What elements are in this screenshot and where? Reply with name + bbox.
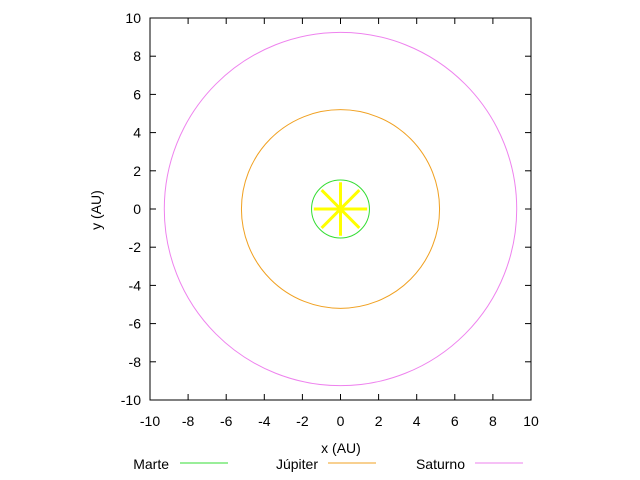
x-tick-label-4: -2 [296,413,309,429]
x-tick-label-6: 2 [375,413,383,429]
y-tick-label-5: 0 [133,201,141,217]
x-tick-label-7: 4 [413,413,421,429]
legend-label-2: Saturno [416,456,465,472]
orbit-series [163,31,518,387]
legend: Marte Júpiter Saturno [133,456,523,472]
y-axis-label: y (AU) [88,190,104,230]
sun-marker [313,182,368,236]
x-tick-label-1: -8 [182,413,195,429]
y-tick-label-6: 2 [133,163,141,179]
y-tick-label-4: -2 [129,239,142,255]
axis-ticks: -10 -8 -6 -4 -2 0 2 4 6 8 10 -10 -8 -6 -4 -2 0 2 4 6 8 10 [121,10,539,429]
legend-label-1: Júpiter [276,456,318,472]
y-tick-label-9: 8 [133,48,141,64]
y-tick-label-10: 10 [125,10,141,26]
y-tick-label-1: -8 [129,354,142,370]
x-tick-label-10: 10 [523,413,539,429]
y-tick-label-0: -10 [121,392,141,408]
y-tick-label-2: -6 [129,316,142,332]
orbit-1 [240,109,441,309]
sun-ray-3 [320,189,361,229]
legend-label-0: Marte [133,456,169,472]
x-axis-label: x (AU) [321,440,361,456]
x-tick-label-9: 8 [489,413,497,429]
y-tick-label-8: 6 [133,86,141,102]
x-tick-label-2: -6 [220,413,233,429]
y-tick-label-7: 4 [133,125,141,141]
orbit-0 [311,179,370,239]
x-tick-label-8: 6 [451,413,459,429]
x-tick-label-5: 0 [337,413,345,429]
orbit-2 [163,31,518,387]
y-tick-label-3: -4 [129,277,142,293]
x-tick-label-0: -10 [140,413,160,429]
x-tick-label-3: -4 [258,413,271,429]
